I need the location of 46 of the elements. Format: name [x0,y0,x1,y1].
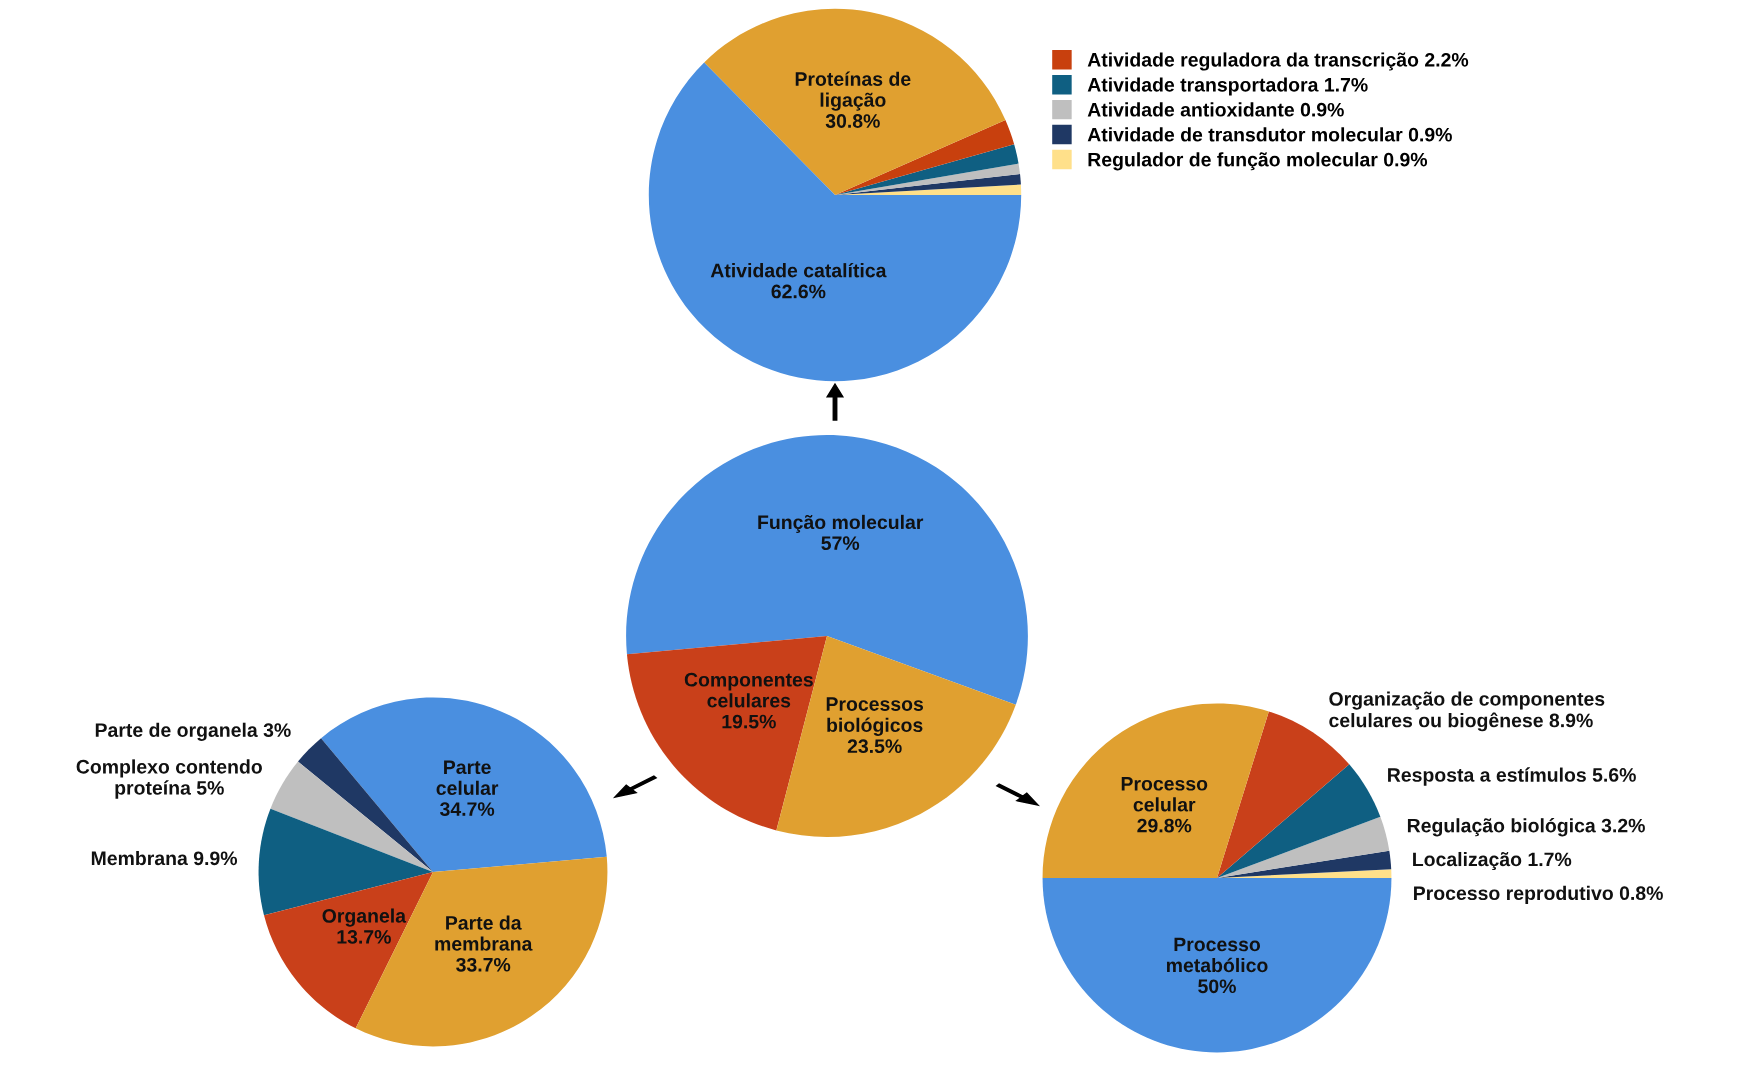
legend-label: Atividade transportadora 1.7% [1087,77,1368,96]
slice-label: Regulação biológica 3.2% [1407,818,1645,837]
slice-label: Processos biológicos [826,697,924,736]
legend-label: Atividade reguladora da transcrição 2.2% [1087,52,1469,71]
data-label: 19.5% [722,714,776,729]
legend-label: Regulador de função molecular 0.9% [1088,152,1428,171]
pie-slice [648,62,1022,382]
pie-slice [704,8,1006,195]
slice-label: Complexo contendo proteína 5% [76,759,262,799]
pie-slice [835,144,1019,195]
data-label: 30.8% [825,114,880,128]
data-label: 34.7% [440,802,495,816]
data-label: 57% [821,536,860,551]
data-label: 33.7% [456,957,511,972]
pie-slice [270,761,433,872]
slice-label: Função molecular [758,514,924,533]
pie-slice [264,872,433,1029]
pie-slice [321,697,607,872]
data-label: 29.8% [1137,818,1192,833]
data-label: 62.6% [771,284,826,299]
slice-label: Processo metabólico [1166,937,1268,973]
slice-label: Parte de organela 3% [95,722,291,741]
slice-label: Resposta a estímulos 5.6% [1388,767,1636,786]
slice-label: Processo celular [1121,777,1208,812]
legend-label: Atividade antioxidante 0.9% [1087,102,1344,117]
pie-slice [1042,703,1269,878]
slice-label: Organização de componentes celulares ou biogênese 8.9% [1329,691,1605,732]
pie-slice [1217,816,1390,878]
pie-slice [626,636,827,831]
slice-label: Parte da membrana [435,915,533,951]
data-label: 50% [1198,979,1236,994]
slice-label: Atividade catalítica [710,262,887,278]
slice-label: Organela [322,908,407,927]
slice-label: Parte celular [436,760,499,796]
pie-slice [1042,878,1392,1053]
pie-slice [297,738,433,872]
pie-slice [1217,850,1392,878]
data-label: 13.7% [337,930,391,944]
slice-label: Localização 1.7% [1413,851,1572,871]
legend-label: Atividade de transdutor molecular 0.9% [1087,127,1452,142]
pie-slice [1217,764,1381,878]
data-label: 23.5% [847,739,902,754]
slice-label: Proteínas de ligação [795,71,911,111]
slice-label: Processo reprodutivo 0.8% [1414,885,1663,904]
slice-label: Membrana 9.9% [91,850,238,866]
slice-label: Componentes celulares [684,672,813,708]
